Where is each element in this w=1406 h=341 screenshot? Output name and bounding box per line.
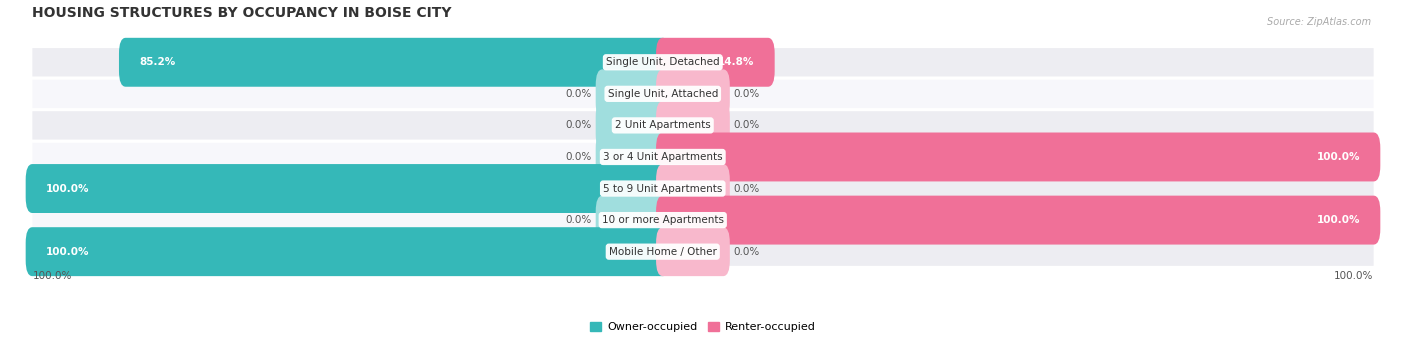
Text: 0.0%: 0.0% [565, 215, 592, 225]
Text: 14.8%: 14.8% [718, 57, 755, 67]
Text: 0.0%: 0.0% [734, 89, 761, 99]
FancyBboxPatch shape [596, 101, 669, 150]
Text: 0.0%: 0.0% [565, 120, 592, 130]
Text: 0.0%: 0.0% [734, 183, 761, 194]
Text: Mobile Home / Other: Mobile Home / Other [609, 247, 717, 257]
FancyBboxPatch shape [32, 111, 1374, 139]
FancyBboxPatch shape [657, 101, 730, 150]
Text: 100.0%: 100.0% [46, 183, 90, 194]
Text: 100.0%: 100.0% [32, 271, 72, 281]
Text: 0.0%: 0.0% [565, 89, 592, 99]
FancyBboxPatch shape [32, 174, 1374, 203]
Text: 100.0%: 100.0% [1334, 271, 1374, 281]
Legend: Owner-occupied, Renter-occupied: Owner-occupied, Renter-occupied [586, 318, 820, 337]
Text: 0.0%: 0.0% [734, 120, 761, 130]
FancyBboxPatch shape [596, 69, 669, 118]
FancyBboxPatch shape [596, 133, 669, 181]
FancyBboxPatch shape [120, 38, 669, 87]
FancyBboxPatch shape [596, 196, 669, 244]
FancyBboxPatch shape [32, 237, 1374, 266]
FancyBboxPatch shape [32, 206, 1374, 234]
Text: 100.0%: 100.0% [46, 247, 90, 257]
FancyBboxPatch shape [657, 164, 730, 213]
FancyBboxPatch shape [657, 69, 730, 118]
Text: 100.0%: 100.0% [1316, 215, 1360, 225]
FancyBboxPatch shape [32, 80, 1374, 108]
Text: 5 to 9 Unit Apartments: 5 to 9 Unit Apartments [603, 183, 723, 194]
Text: 0.0%: 0.0% [734, 247, 761, 257]
Text: 3 or 4 Unit Apartments: 3 or 4 Unit Apartments [603, 152, 723, 162]
Text: HOUSING STRUCTURES BY OCCUPANCY IN BOISE CITY: HOUSING STRUCTURES BY OCCUPANCY IN BOISE… [32, 6, 451, 20]
Text: 2 Unit Apartments: 2 Unit Apartments [614, 120, 710, 130]
Text: Single Unit, Detached: Single Unit, Detached [606, 57, 720, 67]
FancyBboxPatch shape [25, 164, 669, 213]
FancyBboxPatch shape [32, 48, 1374, 76]
FancyBboxPatch shape [657, 133, 1381, 181]
Text: 10 or more Apartments: 10 or more Apartments [602, 215, 724, 225]
Text: 85.2%: 85.2% [139, 57, 176, 67]
Text: 0.0%: 0.0% [565, 152, 592, 162]
FancyBboxPatch shape [657, 196, 1381, 244]
Text: 100.0%: 100.0% [1316, 152, 1360, 162]
FancyBboxPatch shape [32, 143, 1374, 171]
FancyBboxPatch shape [657, 227, 730, 276]
Text: Source: ZipAtlas.com: Source: ZipAtlas.com [1267, 17, 1371, 27]
Text: Single Unit, Attached: Single Unit, Attached [607, 89, 718, 99]
FancyBboxPatch shape [25, 227, 669, 276]
FancyBboxPatch shape [657, 38, 775, 87]
